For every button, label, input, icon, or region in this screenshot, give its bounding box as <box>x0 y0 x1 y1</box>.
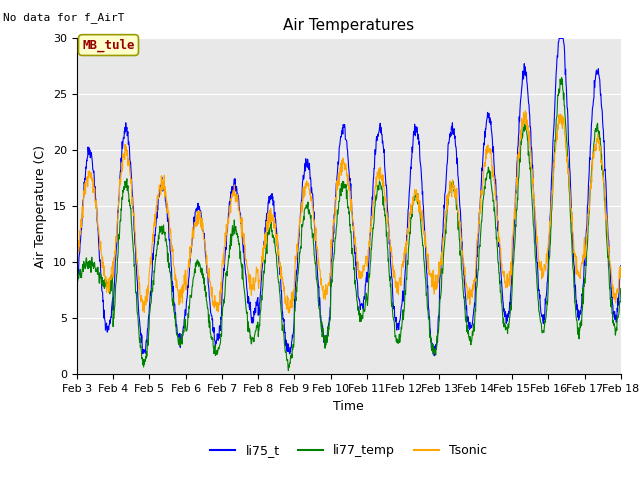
Title: Air Temperatures: Air Temperatures <box>284 18 414 33</box>
Y-axis label: Air Temperature (C): Air Temperature (C) <box>35 145 47 268</box>
Legend: li75_t, li77_temp, Tsonic: li75_t, li77_temp, Tsonic <box>205 439 492 462</box>
Text: No data for f_AirT: No data for f_AirT <box>3 12 125 23</box>
X-axis label: Time: Time <box>333 400 364 413</box>
Text: MB_tule: MB_tule <box>82 38 135 52</box>
